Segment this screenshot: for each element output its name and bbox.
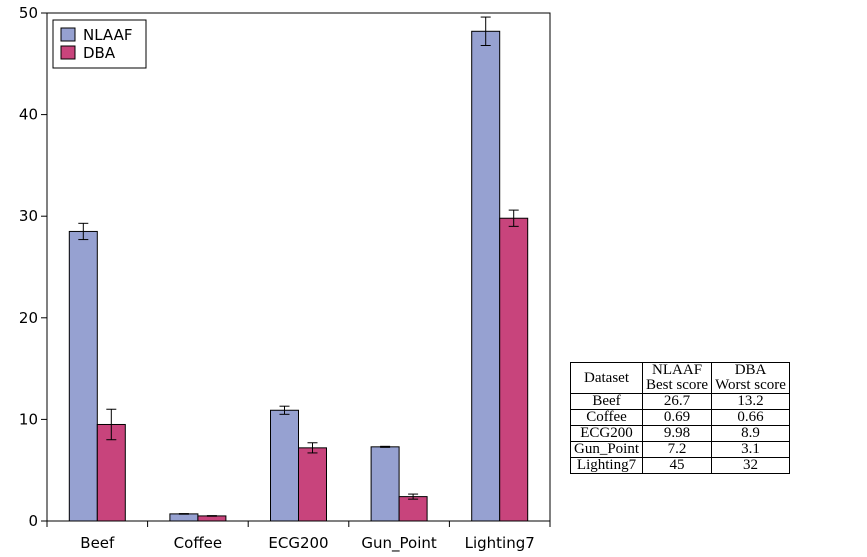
table-cell: 13.2: [711, 393, 790, 410]
legend-label-nlaaf: NLAAF: [83, 26, 133, 44]
bar-dba: [298, 447, 327, 522]
y-tick-label: 0: [28, 512, 38, 530]
y-tick-label: 10: [19, 410, 38, 428]
table-header-row: Dataset NLAAF Best score DBA Worst score: [569, 362, 790, 394]
table-cell: Lighting7: [569, 457, 644, 474]
bar-chart: 0 10 20 30 40 50 Beef Coffee ECG200 Gun_Point Ligh…: [19, 4, 551, 553]
x-tick-label: Beef: [80, 534, 115, 552]
nlaaf-header: NLAAF Best score: [642, 362, 713, 394]
y-tick-label: 40: [19, 106, 38, 124]
nlaaf-header-bottom: Best score: [646, 377, 709, 393]
bar-dba: [499, 217, 529, 522]
table-row: Lighting7 45 32: [569, 457, 790, 474]
table-cell: Coffee: [569, 409, 644, 426]
x-tick-label: Lighting7: [465, 534, 535, 552]
table-cell: 26.7: [642, 393, 713, 410]
x-tick-label: Gun_Point: [361, 534, 436, 553]
bar-nlaaf: [270, 409, 299, 522]
table-cell: 45: [642, 457, 713, 474]
table-cell: 9.98: [642, 425, 713, 442]
x-tick-label: ECG200: [268, 534, 328, 552]
table-cell: 8.9: [711, 425, 790, 442]
table-cell: 3.1: [711, 441, 790, 458]
legend-swatch-dba: [60, 45, 76, 60]
bar-nlaaf: [68, 230, 98, 522]
legend-label-dba: DBA: [83, 44, 116, 62]
scores-table: Dataset NLAAF Best score DBA Worst score…: [569, 362, 790, 474]
bar-dba: [398, 496, 428, 522]
y-tick-label: 50: [19, 4, 38, 22]
bar-nlaaf: [169, 513, 199, 522]
table-row: Coffee 0.69 0.66: [569, 409, 790, 426]
table-cell: Gun_Point: [569, 441, 644, 458]
table-cell: 0.69: [642, 409, 713, 426]
table-cell: 7.2: [642, 441, 713, 458]
y-tick-label: 20: [19, 309, 38, 327]
table-row: Gun_Point 7.2 3.1: [569, 441, 790, 458]
dba-header: DBA Worst score: [711, 362, 790, 394]
nlaaf-header-top: NLAAF: [652, 362, 703, 378]
dataset-header: Dataset: [569, 362, 644, 394]
table-cell: ECG200: [569, 425, 644, 442]
table-row: Beef 26.7 13.2: [569, 393, 790, 410]
legend-swatch-nlaaf: [60, 27, 76, 42]
dba-header-top: DBA: [734, 362, 767, 378]
x-tick-label: Coffee: [174, 534, 222, 552]
bar-dba: [96, 423, 126, 522]
bar-nlaaf: [370, 446, 400, 522]
table-row: ECG200 9.98 8.9: [569, 425, 790, 442]
table-cell: 0.66: [711, 409, 790, 426]
bar-nlaaf: [471, 30, 501, 522]
table-cell: 32: [711, 457, 790, 474]
table-cell: Beef: [569, 393, 644, 410]
y-tick-label: 30: [19, 207, 38, 225]
scores-table-container: Dataset NLAAF Best score DBA Worst score…: [569, 362, 790, 474]
dba-header-bottom: Worst score: [715, 377, 786, 393]
